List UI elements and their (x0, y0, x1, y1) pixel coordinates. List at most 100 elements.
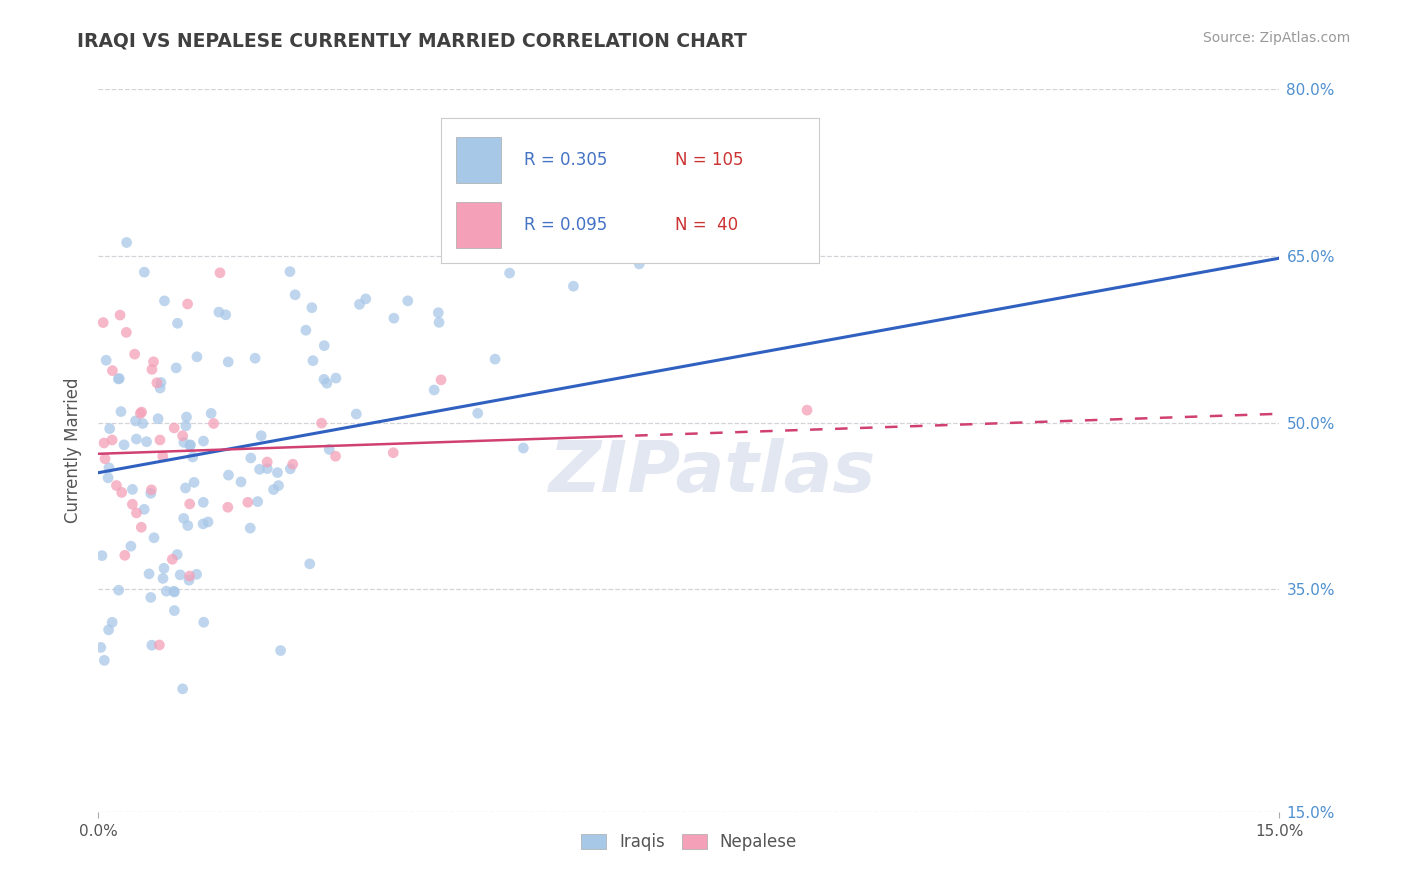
Point (141, 638, 163, 652)
Point (93, 436, 115, 450)
Point (312, 372, 335, 386)
Point (90, 640, 112, 655)
Point (143, 531, 166, 545)
Point (267, 478, 290, 492)
Point (135, 434, 157, 449)
Point (325, 449, 347, 463)
Point (344, 407, 367, 421)
Point (302, 353, 325, 368)
Point (193, 434, 215, 449)
Point (141, 483, 163, 497)
Point (115, 326, 138, 340)
Point (325, 371, 347, 385)
Point (311, 416, 333, 430)
Point (250, 429, 273, 443)
Point (174, 418, 197, 433)
Point (382, 311, 405, 326)
Point (197, 515, 219, 529)
Point (152, 571, 174, 585)
Point (181, 450, 204, 464)
Point (155, 584, 177, 599)
Point (562, 279, 585, 293)
Point (150, 376, 173, 390)
Point (796, 403, 818, 417)
Point (91, 549, 114, 563)
Point (121, 497, 143, 511)
Point (169, 567, 191, 582)
Point (239, 450, 262, 465)
Point (349, 297, 371, 311)
Point (129, 406, 152, 420)
Point (166, 548, 188, 562)
Point (314, 338, 336, 352)
Point (318, 442, 340, 457)
Point (427, 315, 450, 329)
Point (107, 372, 129, 386)
Point (129, 520, 152, 534)
Point (112, 438, 135, 452)
Point (217, 355, 239, 369)
Text: IRAQI VS NEPALESE CURRENTLY MARRIED CORRELATION CHART: IRAQI VS NEPALESE CURRENTLY MARRIED CORR… (77, 31, 747, 50)
Point (243, 351, 266, 366)
Point (529, 230, 551, 244)
Point (218, 468, 240, 483)
Point (512, 441, 534, 455)
Point (172, 429, 194, 443)
Point (124, 414, 146, 428)
Point (315, 376, 337, 391)
Point (134, 265, 156, 279)
Point (217, 500, 239, 515)
Point (382, 446, 405, 460)
Point (208, 305, 231, 319)
Point (467, 406, 489, 420)
Point (114, 549, 136, 563)
Point (132, 417, 155, 431)
Point (256, 461, 278, 475)
Point (298, 557, 321, 571)
Point (149, 381, 172, 395)
Point (138, 566, 160, 581)
Point (98, 460, 121, 475)
Point (125, 506, 148, 520)
Point (423, 383, 446, 397)
Point (91, 316, 114, 330)
Point (108, 308, 131, 322)
Point (284, 287, 307, 301)
Point (179, 497, 201, 511)
Point (186, 350, 208, 364)
Point (134, 502, 156, 516)
Point (484, 352, 506, 367)
Point (200, 406, 222, 420)
Point (427, 306, 450, 320)
Point (108, 371, 131, 385)
Point (270, 643, 292, 657)
Point (125, 432, 148, 446)
Point (101, 615, 124, 630)
Point (173, 511, 195, 525)
Point (202, 417, 225, 431)
Point (120, 539, 142, 553)
Point (239, 521, 262, 535)
Point (396, 293, 419, 308)
Point (146, 411, 169, 425)
Point (172, 681, 194, 696)
Point (301, 301, 323, 315)
Point (98, 422, 121, 436)
Point (165, 360, 187, 375)
Point (139, 591, 162, 605)
Point (162, 552, 184, 566)
Point (152, 449, 174, 463)
Point (193, 495, 215, 509)
Point (176, 297, 198, 311)
Point (163, 421, 186, 435)
Point (281, 457, 304, 471)
Point (110, 404, 132, 418)
Point (163, 604, 186, 618)
Point (628, 257, 651, 271)
Point (166, 316, 188, 330)
Point (186, 567, 208, 582)
Point (498, 266, 520, 280)
Point (105, 478, 128, 492)
Point (179, 569, 201, 583)
Point (256, 455, 278, 469)
